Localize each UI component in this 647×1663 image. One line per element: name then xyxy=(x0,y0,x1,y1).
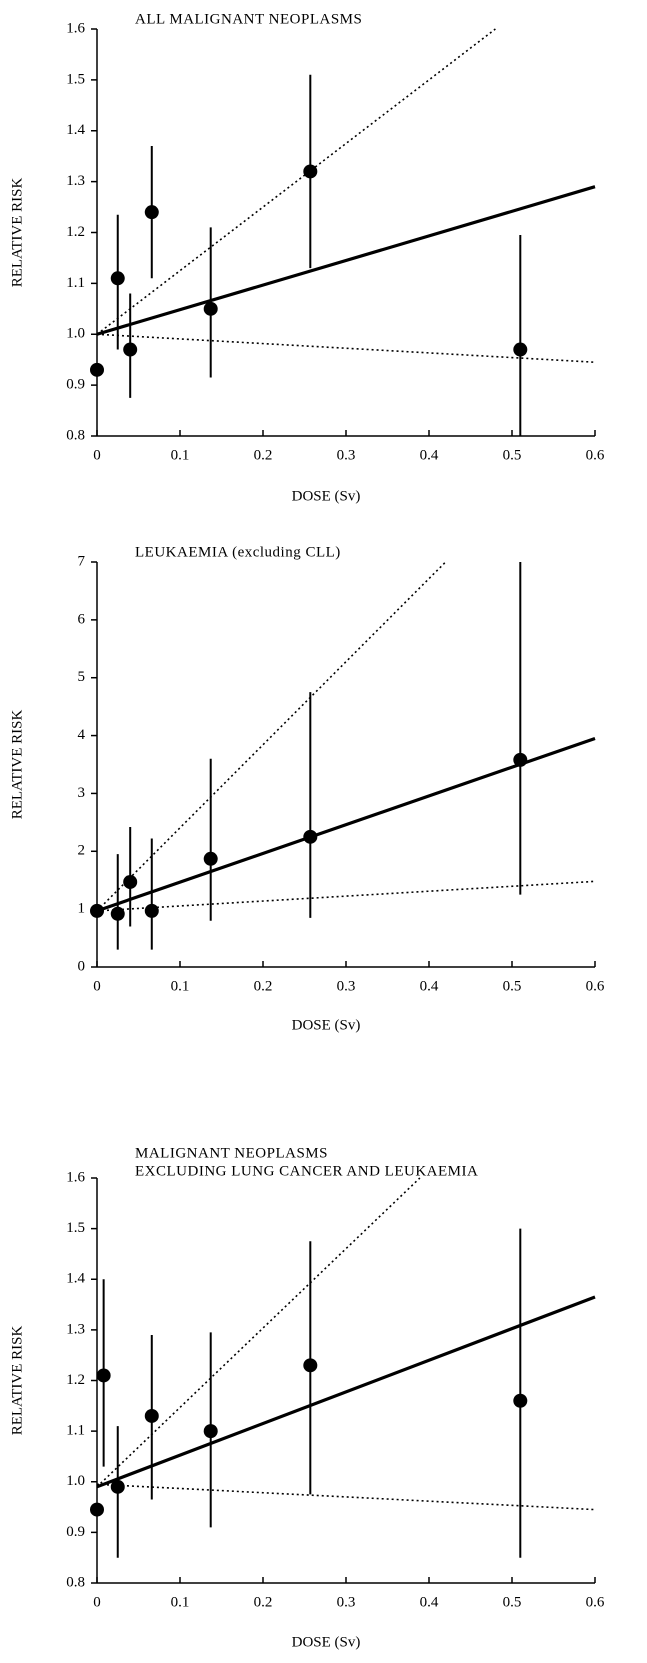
y-tick-label: 6 xyxy=(78,611,86,627)
point xyxy=(110,906,125,921)
fit-line xyxy=(96,1295,596,1489)
point xyxy=(303,829,318,844)
x-axis-label: DOSE (Sv) xyxy=(292,488,361,504)
x-tick-label: 0.1 xyxy=(171,978,190,994)
y-tick-label: 0.8 xyxy=(66,427,85,443)
y-axis-label: RELATIVE RISK xyxy=(9,178,25,288)
point xyxy=(123,342,138,357)
point xyxy=(110,1479,125,1494)
y-tick-label: 0.9 xyxy=(66,1524,85,1540)
point xyxy=(203,851,218,866)
point xyxy=(513,1393,528,1408)
y-tick-label: 0 xyxy=(78,958,86,974)
y-tick-label: 1.1 xyxy=(66,1423,85,1439)
x-tick-label: 0.1 xyxy=(171,1594,190,1610)
x-axis-label: DOSE (Sv) xyxy=(292,1017,361,1033)
x-tick-label: 0.2 xyxy=(254,1594,273,1610)
chart-title: ALL MALIGNANT NEOPLASMS xyxy=(135,11,362,27)
x-tick-label: 0 xyxy=(93,1594,101,1610)
x-tick-label: 0 xyxy=(93,978,101,994)
x-tick-label: 0 xyxy=(93,447,101,463)
dotted-line xyxy=(96,333,596,364)
y-tick-label: 1.6 xyxy=(66,20,85,36)
point xyxy=(90,362,104,377)
dotted-line xyxy=(96,28,496,335)
y-tick-label: 1.5 xyxy=(66,1220,85,1236)
point xyxy=(96,1368,111,1383)
chart-title: MALIGNANT NEOPLASMS xyxy=(135,1145,328,1161)
x-tick-label: 0.6 xyxy=(586,447,605,463)
y-tick-label: 1.3 xyxy=(66,1321,85,1337)
x-tick-label: 0.3 xyxy=(337,447,356,463)
y-tick-label: 1.5 xyxy=(66,71,85,87)
y-tick-label: 1 xyxy=(78,901,86,917)
chart-title: EXCLUDING LUNG CANCER AND LEUKAEMIA xyxy=(135,1163,478,1179)
x-tick-label: 0.5 xyxy=(503,978,522,994)
x-tick-label: 0.4 xyxy=(420,1594,439,1610)
y-tick-label: 3 xyxy=(78,785,86,801)
x-axis-label: DOSE (Sv) xyxy=(292,1634,361,1650)
y-axis-label: RELATIVE RISK xyxy=(9,710,25,820)
y-tick-label: 4 xyxy=(78,727,86,743)
y-tick-label: 1.1 xyxy=(66,275,85,291)
y-tick-label: 1.3 xyxy=(66,173,85,189)
y-tick-label: 7 xyxy=(78,553,86,569)
point xyxy=(110,271,125,286)
x-tick-label: 0.1 xyxy=(171,447,190,463)
point xyxy=(513,752,528,767)
y-tick-label: 1.0 xyxy=(66,1473,85,1489)
x-tick-label: 0.6 xyxy=(586,978,605,994)
x-tick-label: 0.4 xyxy=(420,447,439,463)
x-tick-label: 0.3 xyxy=(337,978,356,994)
dotted-line xyxy=(96,880,596,912)
x-tick-label: 0.4 xyxy=(420,978,439,994)
y-tick-label: 0.8 xyxy=(66,1574,85,1590)
dotted-line xyxy=(96,1177,421,1488)
y-tick-label: 1.6 xyxy=(66,1169,85,1185)
y-tick-label: 0.9 xyxy=(66,377,85,393)
point xyxy=(144,1408,159,1423)
y-tick-label: 1.0 xyxy=(66,326,85,342)
point xyxy=(303,164,318,179)
point xyxy=(203,301,218,316)
y-axis-label: RELATIVE RISK xyxy=(9,1326,25,1436)
point xyxy=(144,205,159,220)
point xyxy=(203,1424,218,1439)
y-tick-label: 1.4 xyxy=(66,122,85,138)
y-tick-label: 1.4 xyxy=(66,1271,85,1287)
point xyxy=(144,903,159,918)
point xyxy=(303,1358,318,1373)
dotted-line xyxy=(96,561,447,912)
point xyxy=(123,874,138,889)
point xyxy=(513,342,528,357)
chart-title: LEUKAEMIA (excluding CLL) xyxy=(135,544,341,560)
fit-line xyxy=(96,185,596,336)
y-tick-label: 1.2 xyxy=(66,1372,85,1388)
x-tick-label: 0.2 xyxy=(254,447,273,463)
point xyxy=(90,903,104,918)
x-tick-label: 0.5 xyxy=(503,447,522,463)
x-tick-label: 0.3 xyxy=(337,1594,356,1610)
y-tick-label: 2 xyxy=(78,843,86,859)
x-tick-label: 0.6 xyxy=(586,1594,605,1610)
fit-line xyxy=(96,736,596,913)
y-tick-label: 5 xyxy=(78,669,86,685)
x-tick-label: 0.5 xyxy=(503,1594,522,1610)
point xyxy=(90,1502,104,1517)
dotted-line xyxy=(96,1483,596,1511)
y-tick-label: 1.2 xyxy=(66,224,85,240)
x-tick-label: 0.2 xyxy=(254,978,273,994)
